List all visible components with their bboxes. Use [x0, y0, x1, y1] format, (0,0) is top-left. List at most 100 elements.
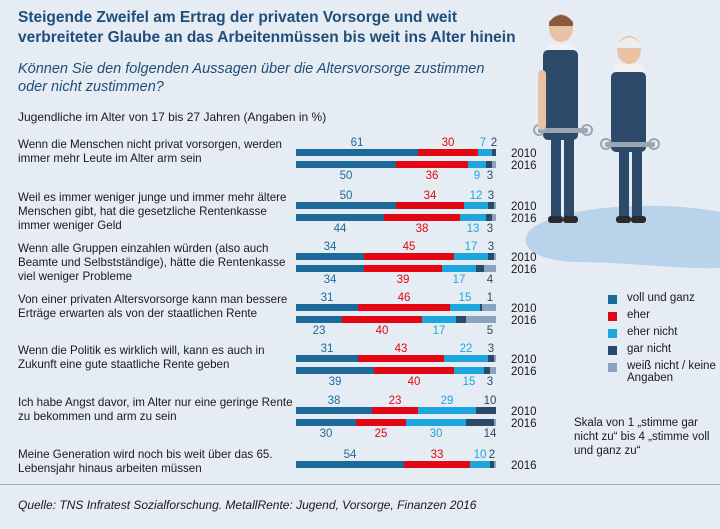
data-label: 3: [488, 343, 494, 355]
data-label: 30: [430, 428, 443, 440]
data-label: 5: [487, 325, 493, 337]
data-label: 34: [324, 274, 337, 286]
bar-segment: [356, 419, 406, 426]
data-label: 3: [487, 376, 493, 388]
legend-item: weiß nicht / keine Angaben: [608, 360, 720, 384]
chart-title: Steigende Zweifel am Ertrag der privaten…: [18, 9, 516, 46]
source-note: Quelle: TNS Infratest Sozialforschung. M…: [18, 498, 477, 512]
bar-segment: [494, 461, 496, 468]
bar-segment: [296, 253, 364, 260]
statement-label: Weil es immer weniger junge und immer me…: [18, 191, 287, 232]
data-label: 15: [459, 292, 472, 304]
data-label: 54: [344, 449, 357, 461]
data-label: 30: [442, 137, 455, 149]
bar-segment: [494, 253, 496, 260]
year-label: 2010: [511, 303, 537, 315]
bar-segment: [384, 214, 460, 221]
bar-segment: [418, 407, 476, 414]
data-label: 3: [488, 190, 494, 202]
statement-label: Meine Generation wird noch bis weit über…: [18, 448, 273, 475]
bar-segment: [372, 407, 418, 414]
data-label: 3: [487, 170, 493, 182]
bar-segment: [296, 316, 342, 323]
data-label: 43: [395, 343, 408, 355]
legend-label: voll und ganz: [627, 292, 695, 304]
legend-label: gar nicht: [627, 343, 672, 355]
data-label: 22: [460, 343, 473, 355]
statement-label: Wenn alle Gruppen einzahlen würden (also…: [18, 242, 286, 283]
bar-segment: [494, 419, 496, 426]
data-label: 25: [375, 428, 388, 440]
legend-item: voll und ganz: [608, 292, 720, 304]
bar-segment: [486, 214, 492, 221]
bar-segment: [342, 316, 422, 323]
statement-label: Ich habe Angst davor, im Alter nur eine …: [18, 396, 293, 423]
data-label: 50: [340, 190, 353, 202]
bar-segment: [358, 355, 444, 362]
bar-segment: [482, 304, 496, 311]
year-label: 2010: [511, 406, 537, 418]
bar-segment: [296, 161, 396, 168]
data-label: 10: [484, 395, 497, 407]
year-label: 2016: [511, 213, 537, 225]
year-label: 2016: [511, 264, 537, 276]
data-label: 2: [489, 449, 495, 461]
bar-segment: [484, 265, 496, 272]
data-label: 23: [389, 395, 402, 407]
bar-segment: [456, 316, 466, 323]
bar-segment: [422, 316, 456, 323]
year-label: 2016: [511, 160, 537, 172]
bar-segment: [492, 161, 496, 168]
year-label: 2010: [511, 252, 537, 264]
bar-segment: [488, 355, 494, 362]
legend-item: gar nicht: [608, 343, 720, 355]
legend-swatch: [608, 346, 617, 355]
data-label: 9: [474, 170, 480, 182]
bar-segment: [296, 407, 372, 414]
data-label: 13: [467, 223, 480, 235]
data-label: 3: [488, 241, 494, 253]
bar-segment: [488, 253, 494, 260]
bar-segment: [404, 461, 470, 468]
bar-segment: [358, 304, 450, 311]
legend: voll und ganz eher eher nicht gar nicht …: [608, 292, 720, 389]
data-label: 34: [324, 241, 337, 253]
data-label: 38: [416, 223, 429, 235]
bar-segment: [444, 355, 488, 362]
legend-label: eher nicht: [627, 326, 678, 338]
data-label: 34: [424, 190, 437, 202]
bar-segment: [296, 355, 358, 362]
bar-segment: [442, 265, 476, 272]
data-label: 36: [426, 170, 439, 182]
data-label: 46: [398, 292, 411, 304]
bar-segment: [296, 367, 374, 374]
legend-item: eher nicht: [608, 326, 720, 338]
bar-segment: [364, 265, 442, 272]
year-label: 2016: [511, 418, 537, 430]
legend-swatch: [608, 312, 617, 321]
data-label: 50: [340, 170, 353, 182]
worker-left-figure: [533, 14, 593, 223]
bar-segment: [470, 461, 490, 468]
legend-item: eher: [608, 309, 720, 321]
data-label: 17: [453, 274, 466, 286]
data-label: 17: [465, 241, 478, 253]
bar-segment: [396, 202, 464, 209]
data-label: 44: [334, 223, 347, 235]
bar-segment: [396, 161, 468, 168]
data-label: 17: [433, 325, 446, 337]
year-label: 2016: [511, 460, 537, 472]
workers-illustration: [525, 14, 720, 269]
bar-segment: [466, 316, 496, 323]
bar-segment: [494, 202, 496, 209]
data-label: 2: [491, 137, 497, 149]
data-label: 33: [431, 449, 444, 461]
bar-segment: [466, 419, 494, 426]
year-label: 2016: [511, 366, 537, 378]
bar-segment: [488, 202, 494, 209]
data-label: 7: [480, 137, 486, 149]
data-label: 30: [320, 428, 333, 440]
chart-subtitle: Können Sie den folgenden Aussagen über d…: [18, 61, 485, 95]
